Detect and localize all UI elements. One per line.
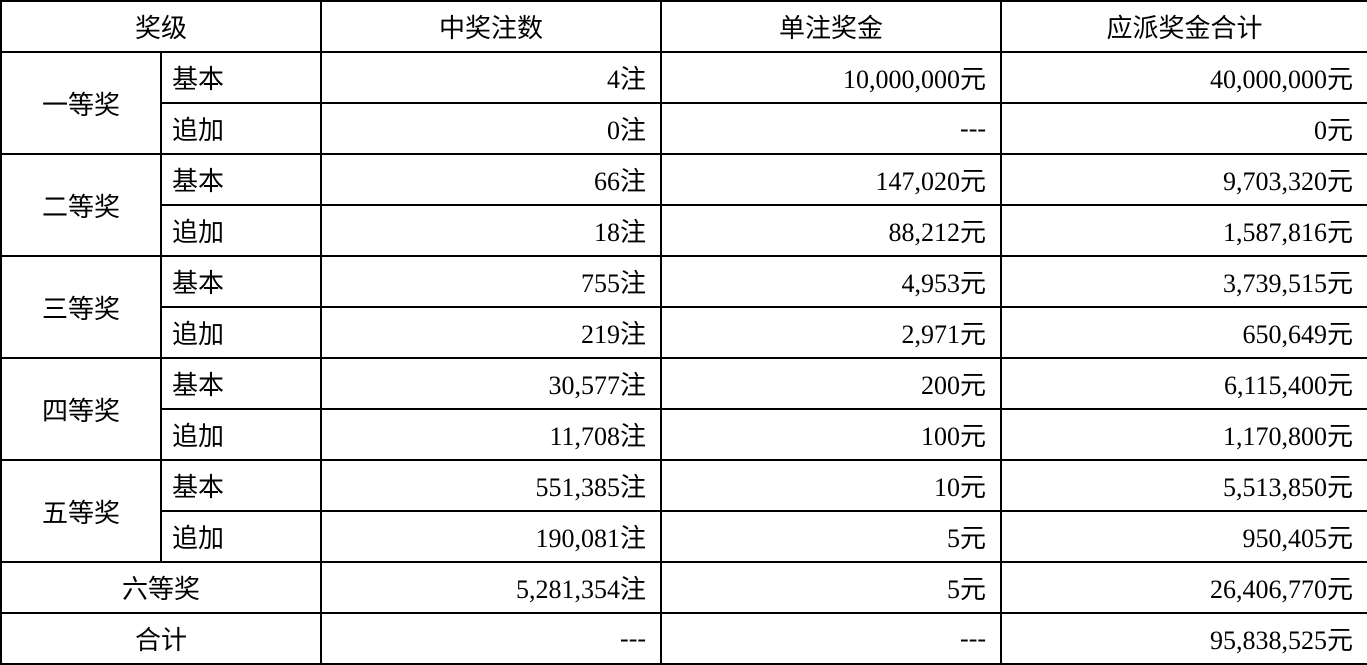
header-unit-prize: 单注奖金 (661, 1, 1001, 52)
table-row: 追加 18注 88,212元 1,587,816元 (1, 205, 1367, 256)
table-row: 追加 190,081注 5元 950,405元 (1, 511, 1367, 562)
table-row: 追加 219注 2,971元 650,649元 (1, 307, 1367, 358)
cell-total: 650,649元 (1001, 307, 1367, 358)
cell-total: 1,170,800元 (1001, 409, 1367, 460)
cell-unit: 5元 (661, 511, 1001, 562)
cell-count: 4注 (321, 52, 661, 103)
cell-count: 11,708注 (321, 409, 661, 460)
cell-count: --- (321, 613, 661, 664)
lottery-prize-table: 奖级 中奖注数 单注奖金 应派奖金合计 一等奖 基本 4注 10,000,000… (0, 0, 1367, 665)
cell-unit: 2,971元 (661, 307, 1001, 358)
cell-total: 950,405元 (1001, 511, 1367, 562)
summary-label: 合计 (1, 613, 321, 664)
cell-count: 755注 (321, 256, 661, 307)
cell-total: 40,000,000元 (1001, 52, 1367, 103)
prize-level-2: 二等奖 (1, 154, 161, 256)
cell-unit: 10元 (661, 460, 1001, 511)
sub-additional: 追加 (161, 205, 321, 256)
cell-unit: 4,953元 (661, 256, 1001, 307)
cell-count: 551,385注 (321, 460, 661, 511)
cell-unit: 88,212元 (661, 205, 1001, 256)
table-row: 一等奖 基本 4注 10,000,000元 40,000,000元 (1, 52, 1367, 103)
header-level: 奖级 (1, 1, 321, 52)
cell-total: 5,513,850元 (1001, 460, 1367, 511)
cell-count: 190,081注 (321, 511, 661, 562)
cell-count: 0注 (321, 103, 661, 154)
cell-total: 3,739,515元 (1001, 256, 1367, 307)
sub-additional: 追加 (161, 511, 321, 562)
table-row: 五等奖 基本 551,385注 10元 5,513,850元 (1, 460, 1367, 511)
cell-total: 9,703,320元 (1001, 154, 1367, 205)
cell-unit: 200元 (661, 358, 1001, 409)
table-header-row: 奖级 中奖注数 单注奖金 应派奖金合计 (1, 1, 1367, 52)
table-row: 追加 0注 --- 0元 (1, 103, 1367, 154)
prize-level-4: 四等奖 (1, 358, 161, 460)
prize-level-3: 三等奖 (1, 256, 161, 358)
cell-count: 66注 (321, 154, 661, 205)
sub-additional: 追加 (161, 307, 321, 358)
table-row-sixth: 六等奖 5,281,354注 5元 26,406,770元 (1, 562, 1367, 613)
cell-count: 219注 (321, 307, 661, 358)
sub-basic: 基本 (161, 52, 321, 103)
sub-basic: 基本 (161, 154, 321, 205)
prize-level-1: 一等奖 (1, 52, 161, 154)
cell-count: 30,577注 (321, 358, 661, 409)
cell-unit: --- (661, 103, 1001, 154)
cell-total: 0元 (1001, 103, 1367, 154)
cell-unit: 100元 (661, 409, 1001, 460)
cell-total: 1,587,816元 (1001, 205, 1367, 256)
cell-unit: 10,000,000元 (661, 52, 1001, 103)
table-row-summary: 合计 --- --- 95,838,525元 (1, 613, 1367, 664)
sub-basic: 基本 (161, 460, 321, 511)
sub-additional: 追加 (161, 103, 321, 154)
cell-total: 95,838,525元 (1001, 613, 1367, 664)
sub-basic: 基本 (161, 256, 321, 307)
table-row: 四等奖 基本 30,577注 200元 6,115,400元 (1, 358, 1367, 409)
cell-count: 5,281,354注 (321, 562, 661, 613)
cell-unit: 147,020元 (661, 154, 1001, 205)
cell-total: 26,406,770元 (1001, 562, 1367, 613)
cell-unit: 5元 (661, 562, 1001, 613)
prize-level-5: 五等奖 (1, 460, 161, 562)
sub-basic: 基本 (161, 358, 321, 409)
table-row: 追加 11,708注 100元 1,170,800元 (1, 409, 1367, 460)
table-row: 二等奖 基本 66注 147,020元 9,703,320元 (1, 154, 1367, 205)
cell-unit: --- (661, 613, 1001, 664)
cell-count: 18注 (321, 205, 661, 256)
prize-level-6: 六等奖 (1, 562, 321, 613)
header-total-prize: 应派奖金合计 (1001, 1, 1367, 52)
cell-total: 6,115,400元 (1001, 358, 1367, 409)
table-row: 三等奖 基本 755注 4,953元 3,739,515元 (1, 256, 1367, 307)
header-count: 中奖注数 (321, 1, 661, 52)
sub-additional: 追加 (161, 409, 321, 460)
